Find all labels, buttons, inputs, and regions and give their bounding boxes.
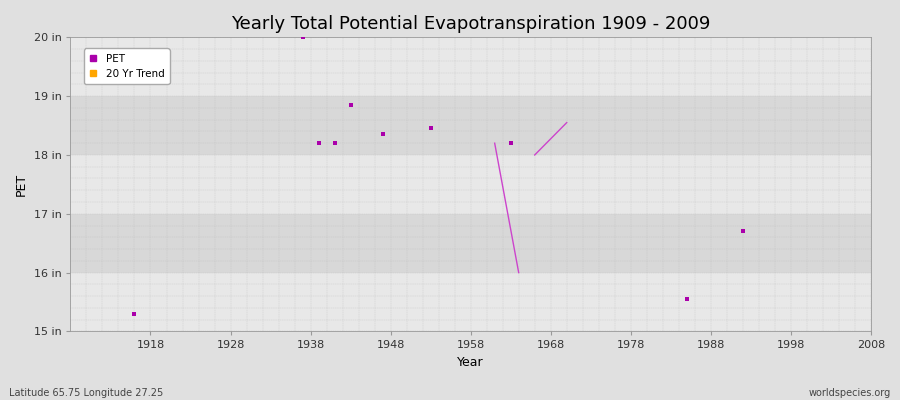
Text: Latitude 65.75 Longitude 27.25: Latitude 65.75 Longitude 27.25 [9,388,163,398]
Title: Yearly Total Potential Evapotranspiration 1909 - 2009: Yearly Total Potential Evapotranspiratio… [231,15,710,33]
Text: worldspecies.org: worldspecies.org [809,388,891,398]
Point [344,102,358,108]
Point [680,296,694,302]
X-axis label: Year: Year [457,356,484,369]
Bar [70,37,871,96]
Point [328,140,342,146]
Point [311,140,326,146]
Bar [70,155,871,214]
Bar [70,272,871,332]
Bar [70,214,871,273]
Point [503,140,517,146]
Point [375,131,390,138]
Legend: PET, 20 Yr Trend: PET, 20 Yr Trend [84,48,169,84]
Point [127,310,141,317]
Point [295,34,310,40]
Bar [70,96,871,155]
Y-axis label: PET: PET [15,173,28,196]
Point [735,228,750,235]
Point [423,125,437,132]
